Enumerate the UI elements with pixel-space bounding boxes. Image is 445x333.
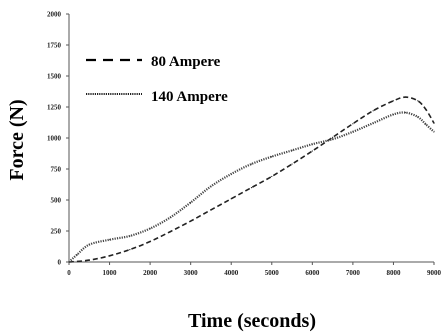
y-tick-label: 500	[51, 197, 62, 205]
data-point-140-ampere	[210, 185, 212, 187]
data-point-140-ampere	[311, 143, 313, 145]
data-point-140-ampere	[291, 149, 293, 151]
y-tick-label: 2000	[47, 11, 62, 19]
data-point-140-ampere	[108, 239, 111, 241]
data-point-80-ampere	[210, 209, 212, 211]
legend-label-140-ampere: 140 Ampere	[151, 89, 228, 105]
data-point-80-ampere	[352, 123, 354, 125]
data-point-140-ampere	[149, 227, 151, 230]
data-point-80-ampere	[88, 259, 90, 261]
data-point-80-ampere	[332, 136, 334, 138]
data-point-140-ampere	[392, 113, 395, 116]
x-tick-label: 1000	[103, 269, 118, 277]
y-axis-title: Force (N)	[6, 99, 28, 180]
data-point-80-ampere	[230, 198, 232, 200]
data-point-80-ampere	[108, 255, 111, 257]
data-point-80-ampere	[405, 96, 407, 98]
y-tick-label: 1750	[47, 42, 62, 50]
data-point-140-ampere	[230, 173, 232, 175]
data-point-140-ampere	[405, 111, 407, 114]
legend: 80 Ampere 140 Ampere	[86, 54, 228, 105]
data-point-140-ampere	[190, 201, 192, 204]
series-line-80-ampere	[68, 96, 435, 263]
data-point-80-ampere	[190, 220, 192, 222]
x-tick-label: 5000	[265, 269, 280, 277]
plot-area: 0 250 500 750 1000 1250 1500 1750 2000 0 1000 2000 3…	[47, 11, 442, 278]
data-point-140-ampere	[68, 261, 70, 263]
data-point-140-ampere	[372, 122, 374, 124]
data-point-80-ampere	[311, 150, 313, 152]
x-tick-label: 0	[67, 269, 71, 277]
data-point-140-ampere	[352, 131, 354, 133]
data-point-80-ampere	[372, 110, 374, 112]
data-point-140-ampere	[169, 216, 171, 218]
data-point-140-ampere	[425, 123, 427, 125]
y-tick-label: 1500	[47, 73, 62, 81]
data-point-80-ampere	[291, 163, 293, 165]
x-axis-title: Time (seconds)	[188, 310, 316, 332]
data-point-140-ampere	[433, 131, 435, 133]
data-point-140-ampere	[76, 253, 78, 256]
data-point-80-ampere	[250, 187, 253, 189]
legend-label-80-ampere: 80 Ampere	[151, 54, 221, 70]
x-tick-label: 3000	[184, 269, 199, 277]
x-tick-label: 2000	[143, 269, 158, 277]
data-point-140-ampere	[88, 244, 90, 246]
data-point-80-ampere	[271, 175, 273, 178]
data-point-80-ampere	[425, 108, 427, 111]
x-tick-label: 9000	[427, 269, 442, 277]
y-tick-label: 250	[51, 228, 62, 236]
x-tick-label: 6000	[305, 269, 320, 277]
data-point-140-ampere	[417, 116, 419, 118]
data-point-140-ampere	[332, 138, 334, 140]
y-tick-label: 1250	[47, 104, 62, 112]
y-tick-label: 1000	[47, 135, 62, 143]
data-point-140-ampere	[250, 163, 253, 165]
y-tick-label: 750	[51, 166, 62, 174]
data-point-80-ampere	[417, 100, 419, 102]
x-tick-label: 8000	[386, 269, 401, 277]
data-point-80-ampere	[129, 249, 131, 251]
data-point-80-ampere	[149, 240, 151, 243]
y-tick-label: 0	[58, 259, 62, 267]
data-point-80-ampere	[433, 122, 435, 124]
data-point-80-ampere	[392, 100, 395, 102]
data-point-140-ampere	[129, 235, 131, 237]
data-point-140-ampere	[271, 156, 273, 158]
x-tick-label: 4000	[224, 269, 239, 277]
x-tick-label: 7000	[346, 269, 361, 277]
series-line-140-ampere	[68, 111, 435, 263]
data-point-80-ampere	[169, 231, 171, 233]
